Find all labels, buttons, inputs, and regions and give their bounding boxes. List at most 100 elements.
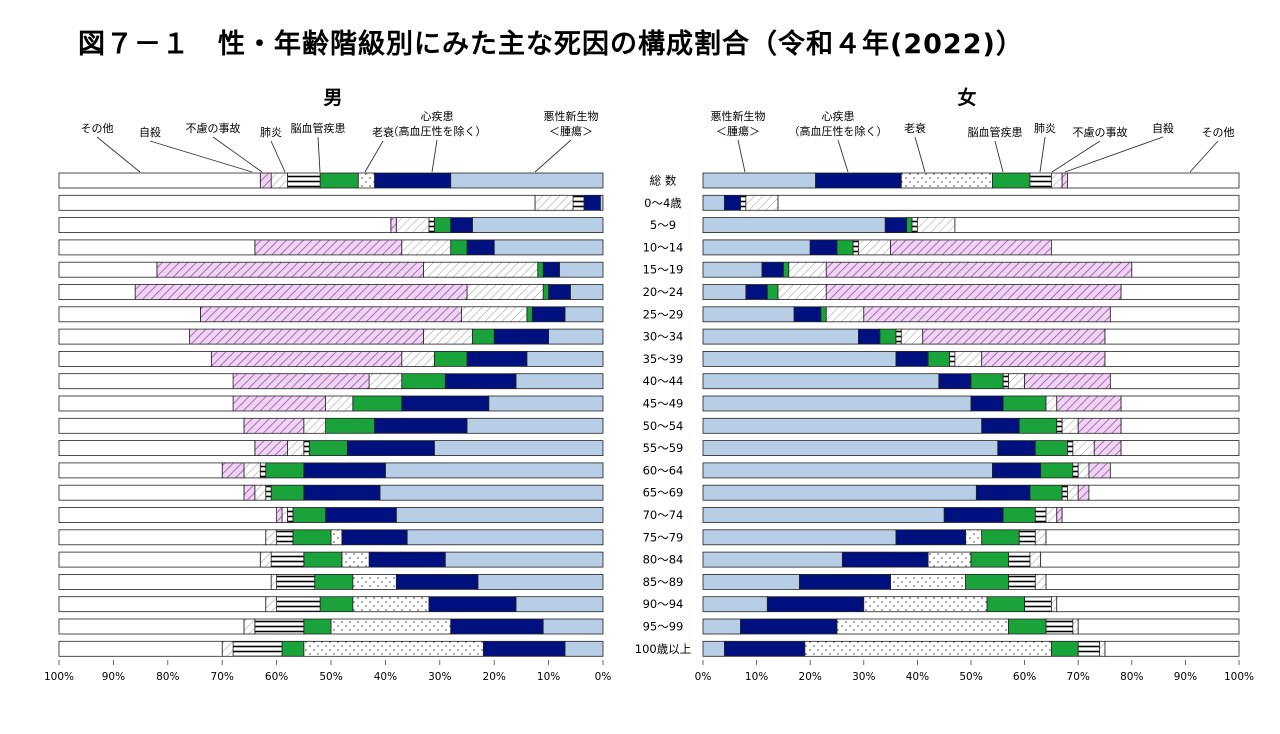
male-bar-accident-20 bbox=[243, 618, 256, 635]
category-label-4: 15～19 bbox=[643, 263, 684, 277]
female-bar-pneumonia-15 bbox=[1034, 507, 1047, 523]
female-bar-suicide-7 bbox=[922, 328, 1106, 345]
female-x-tick-label: 20% bbox=[799, 671, 822, 683]
female-bar-cancer-19 bbox=[702, 596, 768, 613]
female-bar-accident-14 bbox=[1067, 484, 1079, 501]
male-bar-accident-8 bbox=[401, 350, 435, 367]
male-bar-cerebrovascular-8 bbox=[433, 350, 468, 367]
female-bar-senility-19 bbox=[863, 596, 988, 613]
female-bar-senility-20 bbox=[836, 618, 1009, 635]
male-bar-cancer-14 bbox=[379, 484, 604, 501]
female-bar-pneumonia-17 bbox=[1008, 551, 1031, 568]
female-bar-heart-disease-13 bbox=[992, 462, 1042, 479]
male-bar-cancer-20 bbox=[542, 618, 604, 635]
male-bar-cerebrovascular-14 bbox=[270, 484, 305, 501]
male-bar-cancer-1 bbox=[599, 194, 604, 211]
female-bar-cerebrovascular-15 bbox=[1002, 507, 1036, 523]
male-bar-cerebrovascular-6 bbox=[526, 306, 533, 323]
male-bar-accident-3 bbox=[401, 239, 452, 256]
female-bar-pneumonia-19 bbox=[1024, 596, 1052, 613]
male-bar-heart-disease-18 bbox=[395, 574, 479, 590]
female-bar-cerebrovascular-8 bbox=[927, 350, 950, 367]
male-legend-label: （高血圧性を除く） bbox=[388, 124, 487, 138]
female-bar-cancer-1 bbox=[702, 194, 725, 211]
female-bar-heart-disease-0 bbox=[815, 172, 902, 189]
male-legend-label: その他 bbox=[81, 122, 114, 135]
male-bar-heart-disease-11 bbox=[374, 417, 468, 434]
female-legend-label: 不慮の事故 bbox=[1073, 125, 1128, 139]
female-bar-other-14 bbox=[1088, 484, 1240, 501]
female-bar-other-11 bbox=[1120, 417, 1240, 434]
female-bar-pneumonia-20 bbox=[1045, 618, 1074, 635]
male-bar-heart-disease-13 bbox=[303, 462, 386, 479]
male-bar-cerebrovascular-10 bbox=[352, 395, 403, 412]
female-legend-label: （高血圧性を除く） bbox=[789, 124, 888, 138]
female-bar-heart-disease-1 bbox=[724, 194, 741, 211]
female-legend-leader-line bbox=[1039, 136, 1046, 173]
female-bar-suicide-5 bbox=[825, 284, 1122, 300]
male-bar-heart-disease-10 bbox=[401, 395, 490, 412]
female-bar-accident-0 bbox=[1051, 172, 1063, 189]
male-x-tick-label: 10% bbox=[537, 671, 560, 683]
male-bar-cerebrovascular-11 bbox=[325, 417, 375, 434]
male-bar-other-5 bbox=[58, 284, 136, 300]
male-bar-pneumonia-15 bbox=[287, 507, 294, 523]
male-bar-other-1 bbox=[58, 194, 536, 211]
female-bar-cancer-13 bbox=[702, 462, 993, 479]
male-legend-label: ＜腫瘍＞ bbox=[549, 124, 593, 138]
category-label-21: 100歳以上 bbox=[635, 642, 691, 656]
female-bar-other-20 bbox=[1077, 618, 1240, 635]
female-bar-cancer-11 bbox=[702, 417, 983, 434]
category-label-20: 95～99 bbox=[643, 620, 684, 634]
male-bar-heart-disease-16 bbox=[341, 529, 408, 546]
male-bar-accident-14 bbox=[254, 484, 267, 501]
female-bar-heart-disease-20 bbox=[740, 618, 838, 635]
male-bar-other-13 bbox=[58, 462, 223, 479]
male-bar-heart-disease-0 bbox=[374, 172, 452, 189]
female-bar-accident-3 bbox=[858, 239, 892, 256]
category-label-15: 70～74 bbox=[643, 508, 684, 522]
female-bar-cerebrovascular-4 bbox=[783, 261, 790, 278]
female-bar-other-12 bbox=[1120, 440, 1240, 457]
female-legend-label: 脳血管疾患 bbox=[968, 125, 1023, 139]
female-x-tick-label: 50% bbox=[959, 671, 982, 683]
female-bar-pneumonia-0 bbox=[1029, 172, 1052, 189]
female-bar-cerebrovascular-17 bbox=[970, 551, 1009, 568]
female-bar-accident-12 bbox=[1072, 440, 1095, 457]
male-bar-suicide-12 bbox=[254, 440, 288, 457]
male-bar-cancer-7 bbox=[548, 328, 604, 345]
male-bar-suicide-13 bbox=[221, 462, 245, 479]
female-legend-leader-line bbox=[1064, 136, 1164, 173]
female-bar-cerebrovascular-10 bbox=[1002, 395, 1047, 412]
female-legend-leader-line bbox=[837, 139, 849, 173]
male-bar-cancer-5 bbox=[569, 284, 604, 300]
female-bar-heart-disease-15 bbox=[943, 507, 1004, 523]
male-legend-leader-line bbox=[364, 140, 384, 173]
female-x-tick-label: 10% bbox=[745, 671, 768, 683]
female-bar-other-16 bbox=[1045, 529, 1240, 546]
female-bar-heart-disease-11 bbox=[981, 417, 1020, 434]
category-label-14: 65～69 bbox=[643, 486, 684, 500]
category-label-7: 30～34 bbox=[643, 330, 684, 344]
male-bar-other-8 bbox=[58, 350, 212, 367]
female-bar-accident-5 bbox=[777, 284, 827, 300]
male-legend-label: 脳血管疾患 bbox=[291, 121, 346, 135]
female-bar-cerebrovascular-21 bbox=[1051, 640, 1079, 657]
female-bar-accident-2 bbox=[917, 217, 956, 234]
male-bar-heart-disease-14 bbox=[303, 484, 381, 501]
male-bar-cancer-16 bbox=[406, 529, 604, 546]
female-bar-cancer-6 bbox=[702, 306, 795, 323]
female-x-tick-label: 80% bbox=[1120, 671, 1143, 683]
female-x-tick-label: 40% bbox=[906, 671, 929, 683]
female-bar-other-0 bbox=[1067, 172, 1240, 189]
female-x-tick-label: 70% bbox=[1067, 671, 1090, 683]
male-bar-heart-disease-8 bbox=[466, 350, 528, 367]
female-bar-heart-disease-14 bbox=[975, 484, 1031, 501]
female-bar-cancer-8 bbox=[702, 350, 897, 367]
female-bar-cerebrovascular-2 bbox=[906, 217, 913, 234]
female-legend-leader-line bbox=[1189, 140, 1219, 173]
category-label-12: 55～59 bbox=[643, 441, 684, 455]
female-bar-suicide-13 bbox=[1088, 462, 1111, 479]
male-x-tick-label: 30% bbox=[428, 671, 451, 683]
male-bar-pneumonia-0 bbox=[287, 172, 321, 189]
